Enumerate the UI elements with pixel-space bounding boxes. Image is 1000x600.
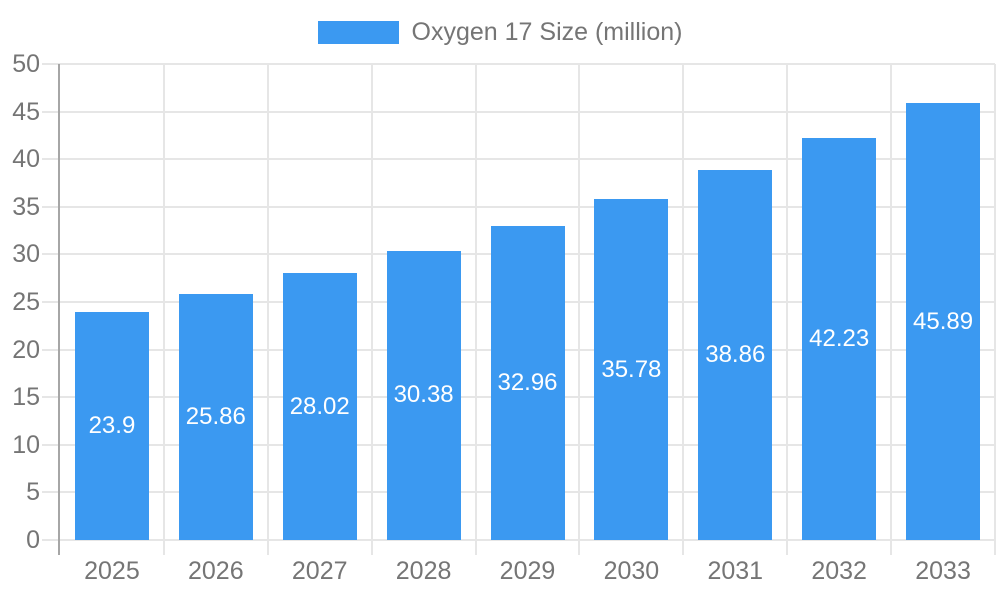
gridline-x (266, 64, 269, 540)
bar-2032[interactable] (802, 137, 877, 540)
bar-value-label: 32.96 (497, 369, 558, 397)
x-axis-label: 2030 (603, 557, 660, 585)
x-axis-label: 2031 (707, 557, 764, 585)
x-axis-label: 2033 (915, 557, 971, 585)
y-axis-label: 30 (12, 240, 40, 269)
y-axis-label: 35 (12, 192, 40, 221)
bar-value-label: 42.23 (809, 324, 870, 352)
y-axis-label: 50 (12, 50, 40, 78)
x-axis-tick (474, 540, 477, 555)
bar-value-label: 45.89 (913, 307, 974, 335)
x-axis-tick (994, 540, 996, 555)
bar-2027[interactable] (282, 273, 357, 540)
x-axis-tick (370, 540, 373, 555)
gridline-y (42, 110, 995, 113)
bar-2033[interactable] (906, 103, 981, 540)
x-axis-tick (162, 540, 165, 555)
gridline-x (890, 64, 893, 540)
legend-swatch-icon (317, 20, 399, 44)
gridline-x (370, 64, 373, 540)
gridline-x (578, 64, 581, 540)
x-axis-tick (890, 540, 893, 555)
gridline-x (474, 64, 477, 540)
y-axis-label: 15 (12, 383, 40, 412)
gridline-y (42, 63, 995, 65)
x-axis-label: 2028 (395, 557, 452, 585)
bar-2030[interactable] (594, 199, 669, 540)
plot-area: 0 5 10 15 20 25 30 35 40 45 50 23.9 2025 25.86 2026 28.… (12, 50, 996, 585)
x-axis-label: 2032 (811, 557, 867, 585)
bar-value-label: 23.9 (88, 412, 136, 440)
y-axis-label: 25 (12, 288, 40, 316)
y-axis-label: 5 (26, 478, 40, 507)
gridline-x (786, 64, 789, 540)
gridline-x (162, 64, 165, 540)
x-axis-label: 2027 (291, 557, 348, 585)
gridline-y (42, 539, 995, 541)
x-axis-label: 2029 (499, 557, 556, 585)
bar-2028[interactable] (386, 250, 461, 540)
x-axis-tick (578, 540, 581, 555)
y-axis-label: 45 (12, 97, 40, 126)
x-axis-tick (266, 540, 269, 555)
y-axis-line (58, 64, 60, 555)
x-axis-label: 2026 (188, 557, 244, 585)
x-axis-label: 2025 (84, 557, 140, 585)
gridline-y (42, 158, 995, 161)
y-axis-label: 20 (12, 335, 40, 364)
bar-value-label: 35.78 (601, 355, 662, 383)
gridline-x (682, 64, 685, 540)
x-axis-tick (682, 540, 685, 555)
legend-label: Oxygen 17 Size (million) (411, 18, 683, 46)
bar-value-label: 25.86 (185, 402, 246, 430)
bar-value-label: 28.02 (289, 392, 350, 420)
gridline-x (994, 64, 996, 540)
bar-2026[interactable] (178, 293, 253, 540)
x-axis-tick (786, 540, 789, 555)
legend-item[interactable]: Oxygen 17 Size (million) (0, 18, 1000, 46)
bar-value-label: 38.86 (705, 341, 766, 369)
bar-value-label: 30.38 (393, 381, 454, 409)
bar-2025[interactable] (74, 312, 149, 540)
bar-2031[interactable] (698, 170, 773, 540)
y-axis-label: 10 (12, 430, 40, 459)
y-axis-label: 40 (12, 145, 40, 174)
gridline-y (42, 205, 995, 208)
bar-2029[interactable] (490, 226, 565, 540)
y-axis-label: 0 (26, 526, 40, 554)
